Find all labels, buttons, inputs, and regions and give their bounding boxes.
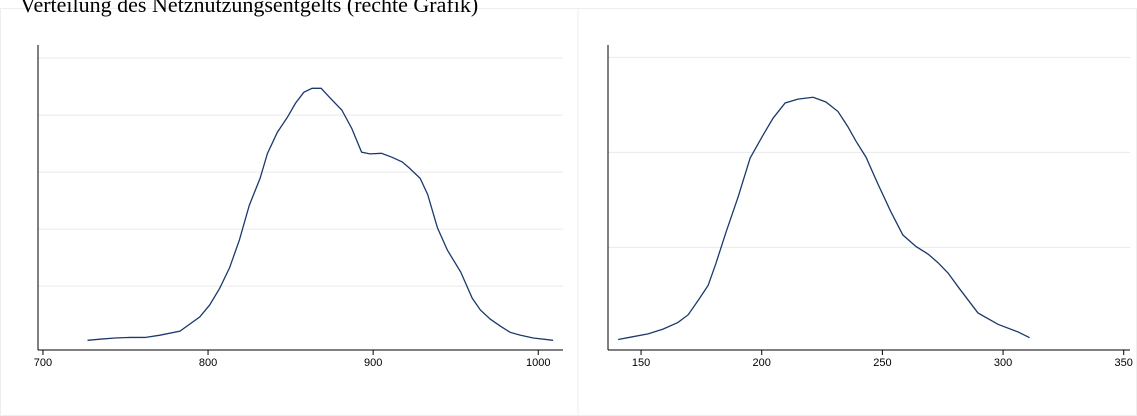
x-tick-label: 150	[632, 357, 650, 369]
x-tick-label: 350	[1115, 357, 1133, 369]
x-tick-label: 900	[364, 357, 382, 369]
x-tick-label: 250	[873, 357, 891, 369]
x-tick-label: 200	[753, 357, 771, 369]
x-tick-label: 300	[994, 357, 1012, 369]
line	[618, 96, 1030, 341]
x-tick-label: 1000	[526, 357, 550, 369]
x-tick-label: 800	[199, 357, 217, 369]
chart-title: Verteilung des Netznutzungsentgelts (rec…	[20, 0, 478, 17]
line	[87, 87, 554, 341]
x-tick-label: 700	[34, 357, 52, 369]
frame	[0, 8, 1137, 416]
